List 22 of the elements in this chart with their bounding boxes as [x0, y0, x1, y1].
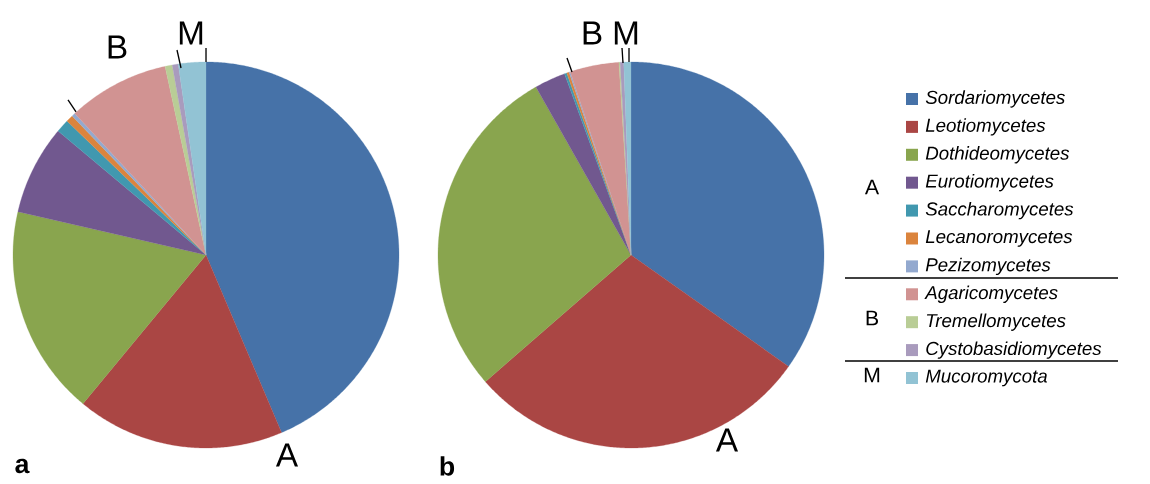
- legend-label: Dothideomycetes: [925, 146, 1070, 164]
- slice-label: b: [440, 456, 455, 476]
- text: B: [108, 35, 127, 59]
- text: B: [866, 310, 878, 326]
- legend-label: Eurotiomycetes: [925, 173, 1054, 192]
- text: A: [275, 443, 299, 467]
- legend-label: Lecanoromycetes: [925, 230, 1073, 247]
- legend-label: Sordariomycetes: [925, 90, 1065, 108]
- legend-label: Saccharomycetes: [925, 201, 1074, 220]
- legend-label: Agaricomycetes: [924, 285, 1058, 303]
- text: M: [179, 21, 203, 45]
- legend-label: Mucoromycota: [925, 369, 1048, 387]
- text: M: [614, 21, 638, 45]
- text: M: [864, 367, 880, 383]
- text: A: [864, 179, 880, 195]
- text: B: [583, 21, 602, 45]
- text: A: [715, 428, 739, 452]
- legend-label: Pezizomycetes: [925, 257, 1051, 276]
- legend-label: Leotiomycetes: [925, 118, 1046, 136]
- legend-label: Cystobasidiomycetes: [926, 341, 1102, 359]
- slice-label: a: [15, 458, 30, 474]
- legend-label: Tremellomycetes: [926, 313, 1066, 331]
